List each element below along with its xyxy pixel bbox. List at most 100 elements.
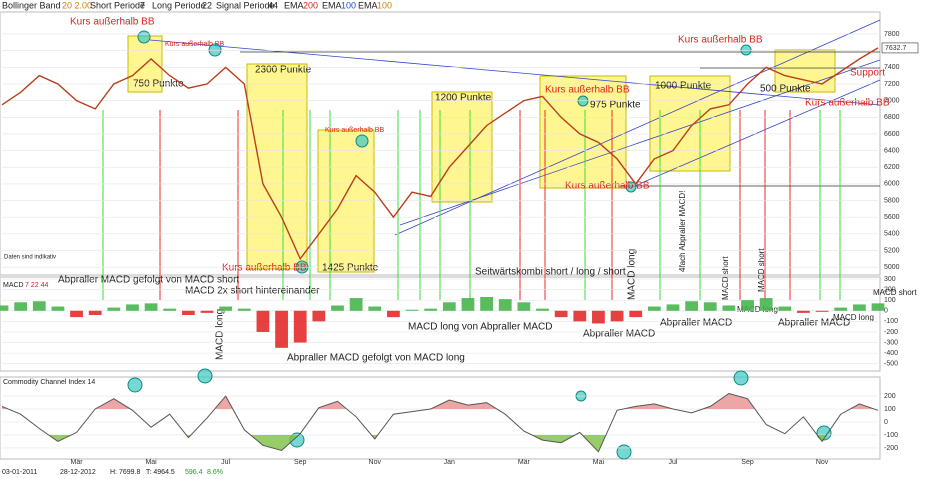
- annotation: Abpraller MACD: [583, 329, 655, 340]
- macd-bar: [219, 306, 233, 311]
- annotation: MACD long: [833, 313, 874, 322]
- macd-bar: [200, 310, 214, 313]
- footer-high: H: 7699.8: [110, 469, 140, 476]
- last-price-box: [881, 42, 919, 54]
- y-tick-label: -200: [884, 445, 898, 452]
- footer-change: 596.4: [185, 469, 203, 476]
- macd-annotations: MACD 7 22 44 Abpraller MACD gefolgt von …: [3, 191, 917, 364]
- last-price-label: 7632.7: [885, 45, 907, 52]
- x-tick-label: Jul: [221, 459, 230, 466]
- macd-bar: [480, 297, 493, 311]
- y-tick-label: 6000: [884, 181, 900, 188]
- macd-bar: [815, 310, 829, 312]
- y-tick-label: 200: [884, 286, 896, 293]
- annotation: Daten sind indikativ: [4, 255, 56, 261]
- macd-bar: [498, 299, 512, 311]
- box: [246, 63, 308, 270]
- marker: [137, 30, 151, 44]
- annotation: Support: [850, 68, 885, 79]
- macd-bar: [685, 301, 699, 311]
- y-tick-label: 100: [884, 406, 896, 413]
- macd-bar: [32, 301, 46, 311]
- signal-arrows: [102, 110, 841, 300]
- box: [774, 49, 836, 93]
- annotation: 2300 Punkte: [255, 65, 312, 76]
- x-tick-label: Mär: [518, 459, 531, 466]
- macd-bar: [871, 303, 885, 311]
- y-tick-label: 0: [884, 308, 888, 315]
- annotation: Kurs außerhalb BB: [565, 181, 650, 192]
- macd-bar: [517, 302, 531, 311]
- macd-bar: [834, 307, 848, 311]
- macd-bar: [181, 310, 195, 315]
- macd-bar: [442, 302, 456, 311]
- y-tick-label: 7400: [884, 64, 900, 71]
- macd-bar: [51, 306, 65, 311]
- footer-start: 03-01-2011: [2, 469, 37, 476]
- panel-title: MACD: [3, 282, 24, 289]
- macd-bar: [722, 305, 736, 311]
- macd-bar: [778, 306, 792, 311]
- indicator-label: Short Periode: [90, 0, 145, 10]
- macd-bar: [554, 310, 568, 318]
- footer-change-pct: 8.6%: [207, 469, 223, 476]
- macd-bar: [349, 298, 363, 311]
- footer: 03-01-2011 28-12-2012 H: 7699.8 T: 4964.…: [2, 469, 223, 476]
- indicator-label: EMA: [322, 0, 342, 10]
- x-tick-label: Sep: [741, 459, 754, 466]
- x-tick-label: Mär: [71, 459, 84, 466]
- macd-bar: [647, 306, 661, 311]
- y-tick-label: 6800: [884, 114, 900, 121]
- y-tick-label: -300: [884, 339, 898, 346]
- macd-bar: [256, 310, 270, 332]
- annotation: MACD long von Abpraller MACD: [408, 322, 553, 333]
- y-tick-label: -100: [884, 432, 898, 439]
- y-tick-label: 7200: [884, 81, 900, 88]
- x-tick-label: Sep: [294, 459, 307, 466]
- annotation: 1425 Punkte: [322, 263, 379, 274]
- macd-bar: [70, 310, 83, 318]
- annotation: 1000 Punkte: [655, 81, 712, 92]
- macd-bar: [461, 298, 475, 311]
- macd-bar: [88, 310, 102, 315]
- macd-bar: [368, 306, 382, 311]
- macd-bar: [126, 304, 139, 311]
- marker: [197, 368, 213, 384]
- x-tick-label: Jul: [669, 459, 678, 466]
- macd-bar: [592, 310, 605, 324]
- box: [317, 129, 375, 273]
- annotation: MACD short: [721, 256, 730, 300]
- indicator-params: 20 2.00: [62, 0, 92, 10]
- box: [431, 91, 493, 203]
- marker: [208, 43, 222, 57]
- macd-bar: [107, 307, 121, 311]
- y-tick-label: -400: [884, 350, 898, 357]
- macd-bar: [0, 305, 9, 311]
- y-tick-label: -100: [884, 318, 898, 325]
- macd-bar: [14, 302, 28, 311]
- macd-bar: [387, 310, 400, 318]
- macd-bar: [144, 303, 158, 311]
- y-tick-label: 100: [884, 297, 896, 304]
- annotation: MACD long: [215, 309, 226, 360]
- marker: [616, 444, 632, 460]
- marker: [355, 134, 369, 148]
- y-tick-label: 6200: [884, 164, 900, 171]
- macd-bar: [573, 310, 587, 322]
- y-tick-label: 5200: [884, 247, 900, 254]
- annotation: 1200 Punkte: [435, 93, 492, 104]
- annotation: Abpraller MACD gefolgt von MACD short: [58, 275, 239, 286]
- macd-bar: [703, 302, 717, 311]
- macd-bar: [741, 300, 754, 311]
- indicator-params: 44: [268, 0, 278, 10]
- indicator-params: 7: [140, 0, 145, 10]
- macd-bar: [275, 310, 288, 348]
- price-line: [1, 47, 879, 261]
- annotation: 500 Punkte: [760, 84, 811, 95]
- macd-bar: [610, 310, 624, 322]
- marker: [127, 377, 143, 393]
- macd-bar: [237, 308, 251, 311]
- header: Bollinger Band 20 2.00 Short Periode 7 L…: [2, 0, 392, 10]
- indicator-params: 200: [303, 0, 318, 10]
- x-tick-label: Jan: [444, 459, 455, 466]
